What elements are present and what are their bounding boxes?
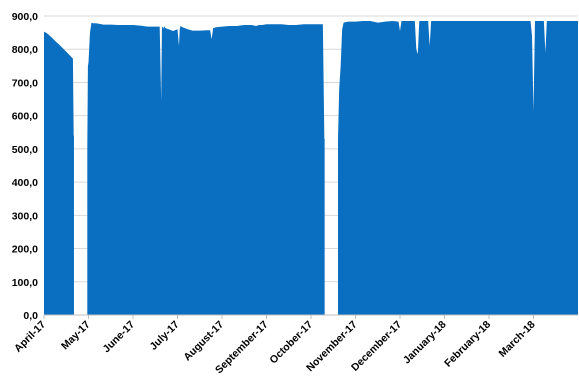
y-tick-label: 900,0: [12, 11, 38, 23]
series-area-0: [44, 20, 578, 315]
y-tick-label: 400,0: [12, 177, 38, 189]
x-tick-label: May-17: [59, 319, 93, 353]
x-tick-label: August-17: [181, 319, 226, 364]
x-tick-label: July-17: [148, 319, 182, 353]
y-tick-label: 700,0: [12, 77, 38, 89]
x-tick-label: April-17: [12, 319, 48, 355]
x-tick-label: October-17: [267, 319, 315, 367]
y-tick-label: 300,0: [12, 210, 38, 222]
x-tick-label: March-18: [497, 319, 538, 360]
x-tick-label: June-17: [101, 319, 138, 356]
y-tick-label: 100,0: [12, 277, 38, 289]
x-axis-tick-labels: April-17 May-17 June-17 July-17 August-17Sep…: [12, 315, 538, 376]
data-series: [44, 20, 578, 315]
y-tick-label: 500,0: [12, 144, 38, 156]
y-tick-label: 800,0: [12, 44, 38, 56]
y-axis-tick-labels: 0,0 100,0 200,0 300,0 400,0 500,0 600,0 700,0 80…: [12, 11, 38, 322]
x-tick-label: February-18: [442, 319, 493, 370]
x-tick-label: January-18: [401, 319, 449, 367]
y-tick-label: 600,0: [12, 111, 38, 123]
y-tick-label: 0,0: [23, 310, 38, 322]
y-tick-label: 200,0: [12, 244, 38, 256]
